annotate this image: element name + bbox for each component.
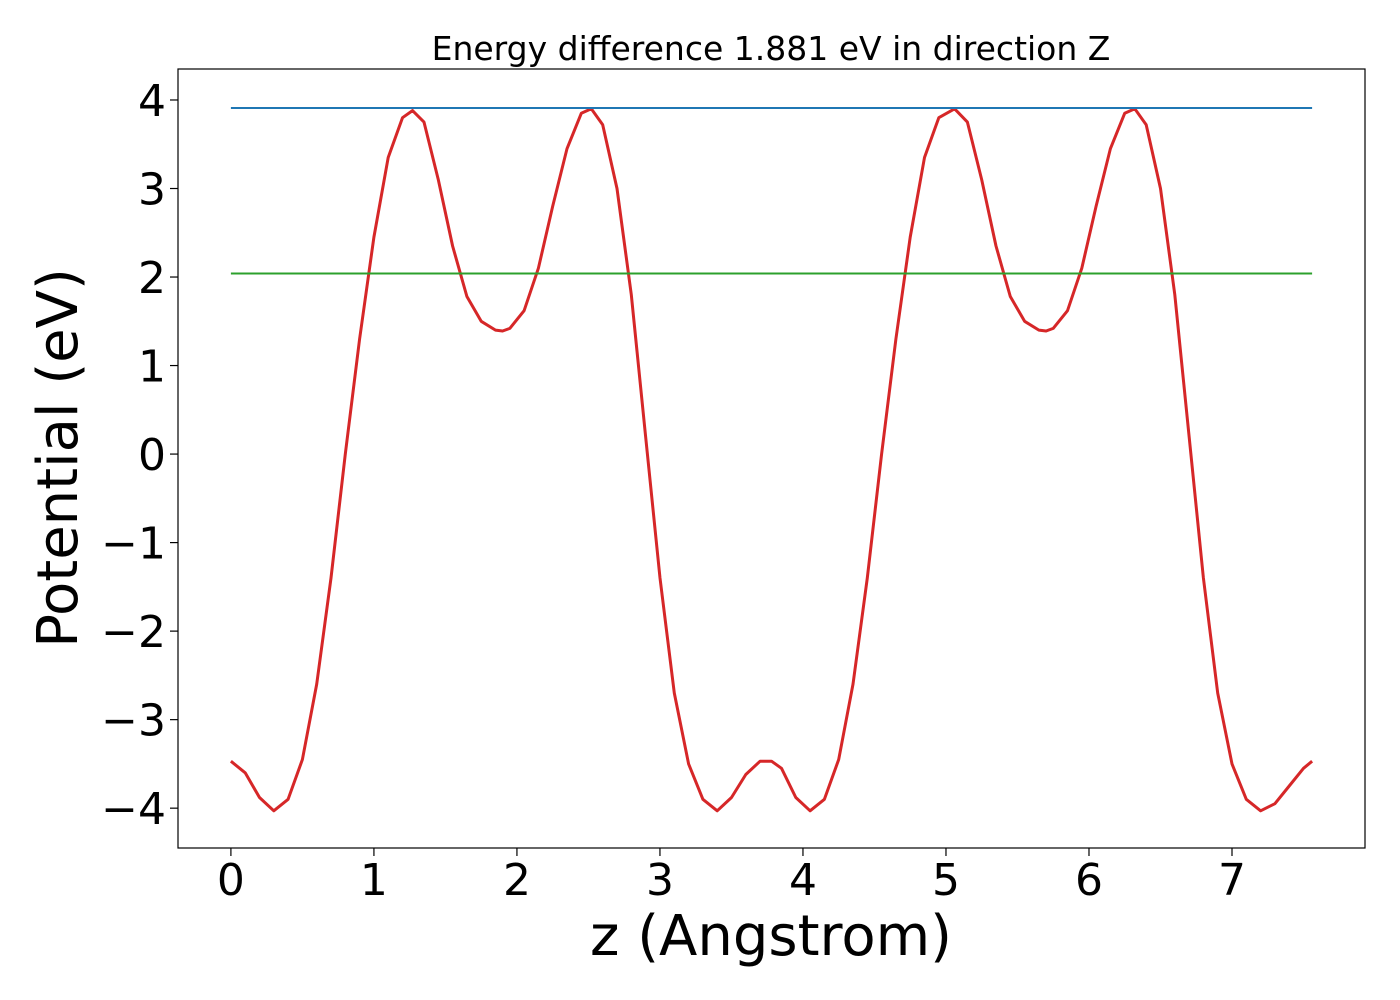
x-tick-label: 5	[932, 855, 960, 906]
x-tick-label: 2	[503, 855, 531, 906]
y-tick-label: 1	[138, 342, 166, 393]
y-axis: 4 3 2 1 0 −1 −2 −3 −4	[101, 76, 178, 835]
potential-line	[229, 107, 1314, 813]
x-tick-label: 1	[360, 855, 388, 906]
y-tick-label: 0	[138, 430, 166, 481]
x-axis: 0 1 2 3 4 5 6 7	[217, 848, 1246, 906]
x-tick-label: 3	[646, 855, 674, 906]
y-tick-label: −1	[101, 519, 166, 570]
axes-frame	[177, 68, 1366, 849]
chart-title: Energy difference 1.881 eV in direction …	[432, 29, 1111, 68]
x-tick-label: 6	[1075, 855, 1103, 906]
plot-area	[229, 107, 1314, 813]
y-tick-label: 4	[138, 76, 166, 127]
y-tick-label: 2	[138, 253, 166, 304]
y-tick-label: −3	[101, 696, 166, 747]
x-tick-label: 7	[1218, 855, 1246, 906]
x-tick-label: 4	[789, 855, 817, 906]
y-tick-label: 3	[138, 165, 166, 216]
x-tick-label: 0	[217, 855, 245, 906]
y-tick-label: −2	[101, 607, 166, 658]
y-axis-title: Potential (eV)	[26, 268, 91, 648]
y-tick-label: −4	[101, 784, 166, 835]
x-axis-title: z (Angstrom)	[590, 904, 952, 969]
